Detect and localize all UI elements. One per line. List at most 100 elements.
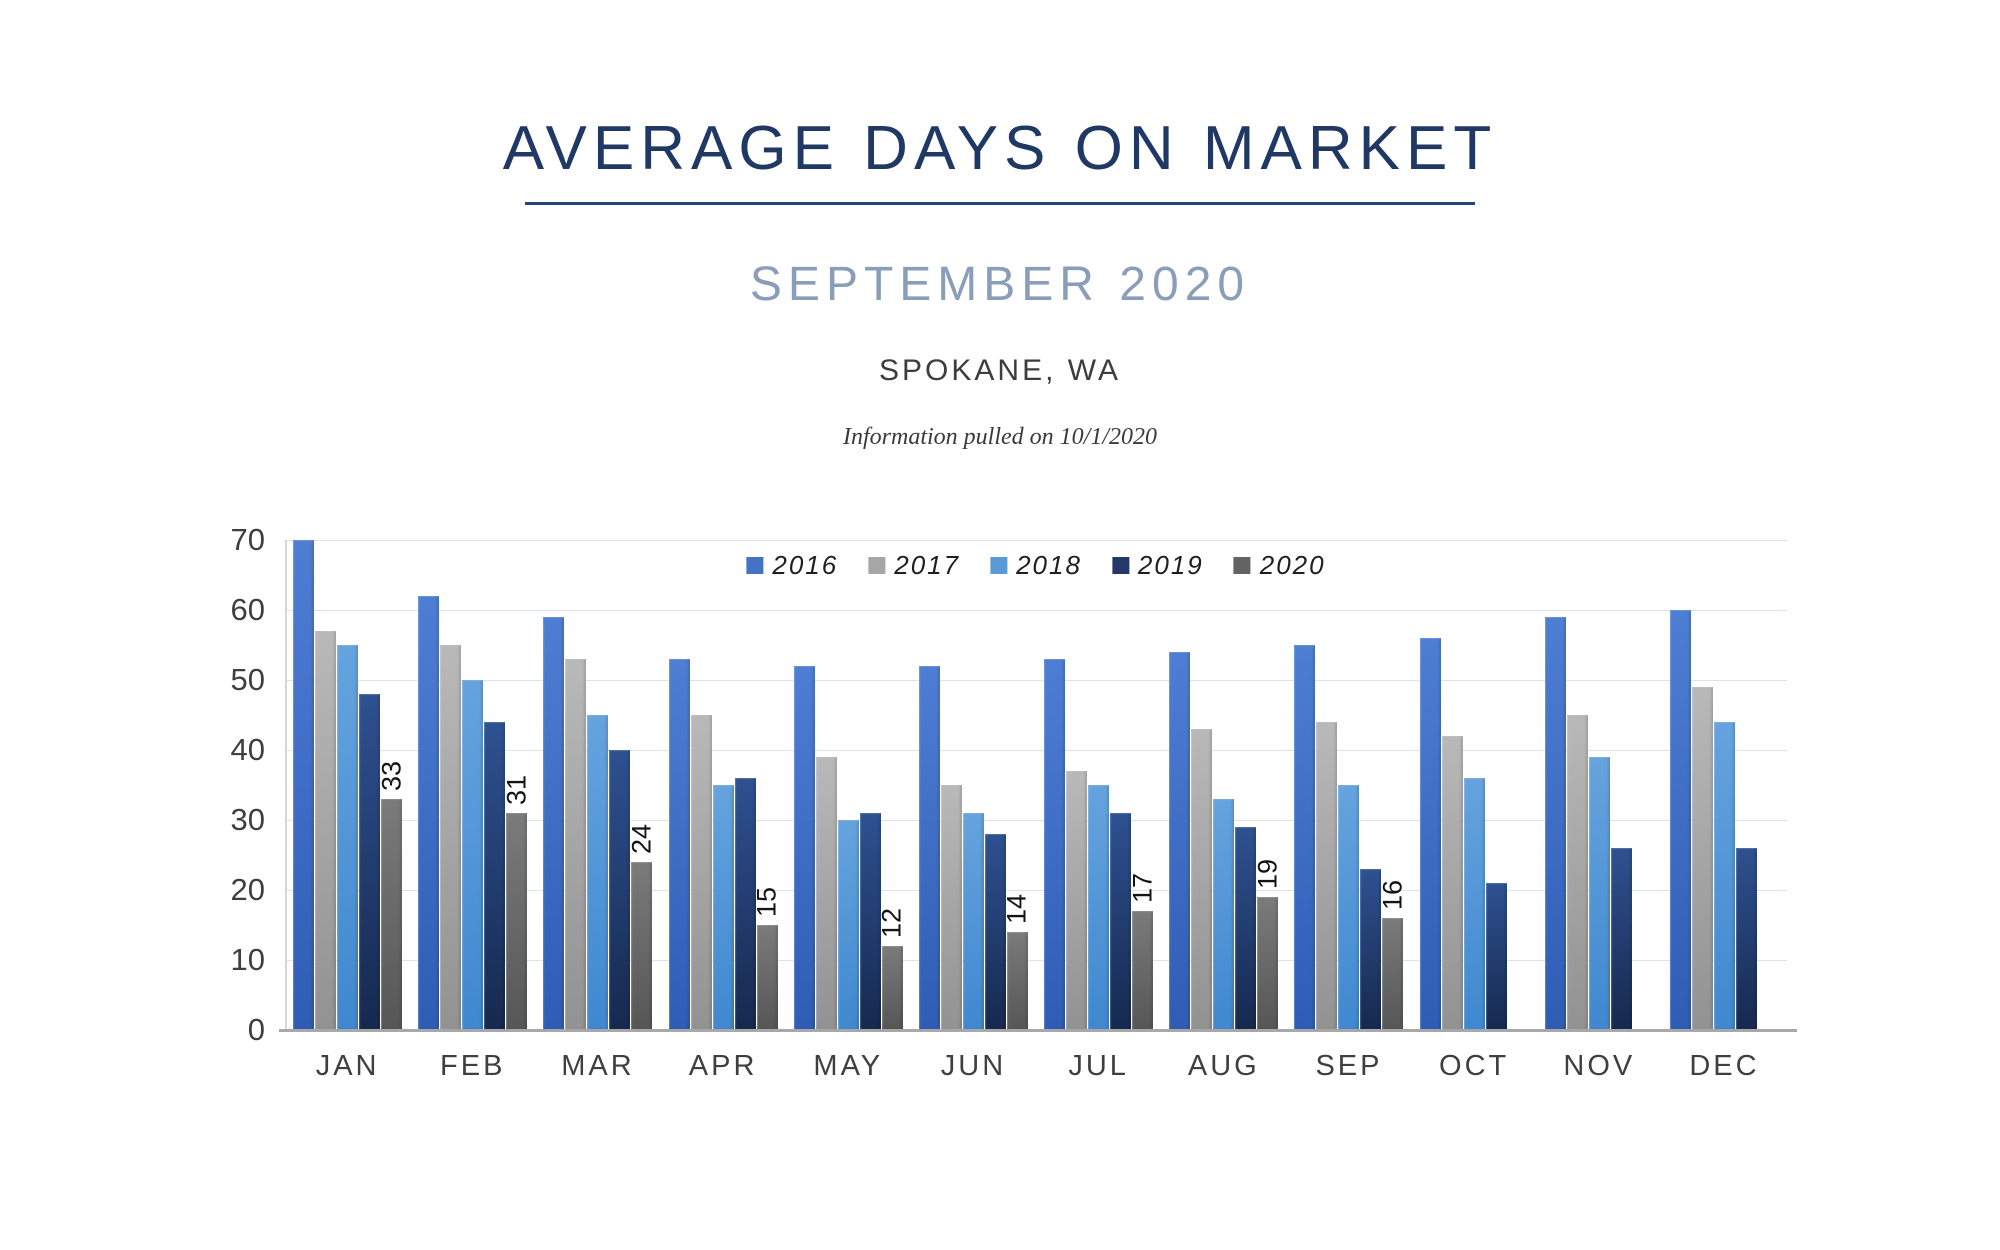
- bar-2019-sep: [1360, 869, 1382, 1030]
- bar-value-label-jun: 14: [1001, 893, 1032, 924]
- bar-2016-may: [793, 666, 815, 1030]
- bar-2019-jun: [984, 834, 1006, 1030]
- bar-2017-may: [815, 757, 837, 1030]
- bar-2017-dec: [1691, 687, 1713, 1030]
- bar-value-label-apr: 15: [751, 886, 782, 917]
- title-underline: [525, 202, 1475, 205]
- bar-2019-may: [859, 813, 881, 1030]
- y-tick-label-30: 30: [230, 802, 265, 837]
- bar-group-dec: [1662, 540, 1787, 1030]
- y-tick-label-20: 20: [230, 872, 265, 907]
- bar-group-nov: [1537, 540, 1662, 1030]
- bar-2020-sep: 16: [1377, 880, 1407, 1030]
- bar-2018-feb: [462, 680, 484, 1030]
- bar-group-jul: 17: [1036, 540, 1161, 1030]
- bar-2018-jan: [337, 645, 359, 1030]
- bar-chart: 2016 2017 2018 2019 2020 33 31 24 15 12 14 17 19 16 …: [231, 524, 1797, 1082]
- legend-label: 2018: [1016, 550, 1082, 580]
- y-tick-label-40: 40: [230, 732, 265, 767]
- bar-group-oct: [1412, 540, 1537, 1030]
- legend-swatch-icon: [990, 557, 1008, 574]
- bar-2016-sep: [1294, 645, 1316, 1030]
- x-label-jul: JUL: [1068, 1050, 1129, 1082]
- page-title: AVERAGE DAYS ON MARKET: [502, 114, 1498, 183]
- x-label-oct: OCT: [1439, 1050, 1510, 1082]
- bar-groups: 33 31 24 15 12 14 17 19 16: [285, 540, 1787, 1030]
- legend-item-2018: 2018: [990, 550, 1082, 581]
- bar-2018-mar: [587, 715, 609, 1030]
- bar-2017-jun: [940, 785, 962, 1030]
- bar-2018-jun: [962, 813, 984, 1030]
- legend-label: 2020: [1259, 550, 1326, 580]
- bar-2019-mar: [609, 750, 631, 1030]
- legend-label: 2017: [894, 550, 961, 580]
- bar-2020-apr: 15: [752, 887, 782, 1030]
- gridline-70: [285, 540, 1787, 541]
- legend-swatch-icon: [1111, 557, 1129, 574]
- y-tick-label-0: 0: [247, 1012, 265, 1047]
- bar-2020-aug: 19: [1252, 859, 1282, 1030]
- bar-2017-aug: [1191, 729, 1213, 1030]
- legend-item-2017: 2017: [868, 550, 960, 581]
- bar-2016-aug: [1169, 652, 1191, 1030]
- bar-2017-feb: [440, 645, 462, 1030]
- bar-2017-jul: [1066, 771, 1088, 1030]
- x-label-mar: MAR: [561, 1050, 635, 1082]
- report-month-subtitle: SEPTEMBER 2020: [749, 258, 1251, 311]
- legend-swatch-icon: [868, 557, 886, 574]
- gridline-40: [285, 750, 1787, 751]
- bar-2017-mar: [565, 659, 587, 1030]
- x-label-aug: AUG: [1187, 1050, 1260, 1082]
- bar-value-label-jan: 33: [376, 760, 407, 791]
- x-label-sep: SEP: [1315, 1050, 1383, 1082]
- bar-2019-jul: [1110, 813, 1132, 1030]
- bar-value-label-sep: 16: [1377, 879, 1408, 910]
- bar-2018-sep: [1338, 785, 1360, 1030]
- y-tick-label-70: 70: [230, 522, 265, 557]
- x-label-dec: DEC: [1689, 1050, 1760, 1082]
- bar-2020-may: 12: [877, 908, 907, 1030]
- bar-2019-aug: [1235, 827, 1257, 1030]
- bar-2016-oct: [1419, 638, 1441, 1030]
- bar-2016-mar: [543, 617, 565, 1030]
- x-label-jan: JAN: [315, 1050, 380, 1082]
- bar-2019-nov: [1610, 848, 1632, 1030]
- bar-2018-aug: [1213, 799, 1235, 1030]
- bar-2018-apr: [712, 785, 734, 1030]
- bar-2017-nov: [1566, 715, 1588, 1030]
- gridline-30: [285, 820, 1787, 821]
- bar-value-label-mar: 24: [626, 823, 657, 854]
- bar-2017-jan: [315, 631, 337, 1030]
- bar-group-apr: 15: [661, 540, 786, 1030]
- bar-2020-feb: 31: [501, 775, 531, 1030]
- bar-2019-jan: [359, 694, 381, 1030]
- bar-2018-dec: [1713, 722, 1735, 1030]
- bar-2016-feb: [418, 596, 440, 1030]
- legend-item-2019: 2019: [1111, 550, 1204, 581]
- bar-2016-nov: [1544, 617, 1566, 1030]
- report-location: SPOKANE, WA: [879, 354, 1121, 387]
- legend-label: 2019: [1137, 550, 1204, 580]
- legend-item-2016: 2016: [746, 550, 838, 581]
- x-label-apr: APR: [688, 1050, 758, 1082]
- bar-2018-jul: [1088, 785, 1110, 1030]
- bar-value-label-feb: 31: [501, 774, 532, 805]
- gridline-50: [285, 680, 1787, 681]
- y-tick-label-60: 60: [230, 592, 265, 627]
- bar-group-jun: 14: [911, 540, 1036, 1030]
- x-label-may: MAY: [813, 1050, 884, 1082]
- bar-value-label-jul: 17: [1127, 872, 1158, 903]
- bar-2020-jun: 14: [1002, 894, 1032, 1030]
- gridline-60: [285, 610, 1787, 611]
- data-pulled-note: Information pulled on 10/1/2020: [843, 424, 1157, 450]
- x-label-nov: NOV: [1563, 1050, 1636, 1082]
- bar-2019-dec: [1735, 848, 1757, 1030]
- bar-2019-oct: [1485, 883, 1507, 1030]
- report-header: AVERAGE DAYS ON MARKET SEPTEMBER 2020 SP…: [0, 0, 2000, 451]
- legend-item-2020: 2020: [1233, 550, 1326, 581]
- bar-2016-jan: [293, 540, 315, 1030]
- bar-group-mar: 24: [535, 540, 660, 1030]
- bar-group-aug: 19: [1161, 540, 1286, 1030]
- bar-2016-apr: [668, 659, 690, 1030]
- x-label-jun: JUN: [940, 1050, 1007, 1082]
